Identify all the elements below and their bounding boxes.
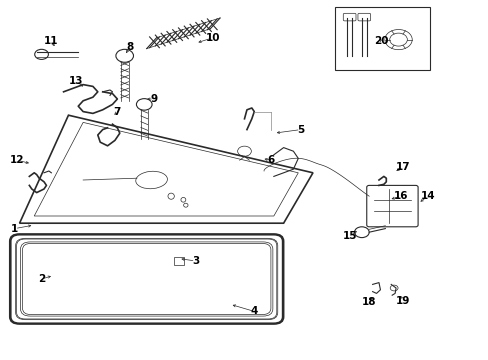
Text: 3: 3: [192, 256, 199, 266]
Text: 6: 6: [267, 155, 274, 165]
Text: 16: 16: [393, 191, 407, 201]
Text: 4: 4: [250, 306, 258, 316]
Text: 8: 8: [126, 42, 133, 52]
Text: 2: 2: [38, 274, 45, 284]
Text: 10: 10: [205, 33, 220, 43]
Text: 9: 9: [150, 94, 157, 104]
Text: 14: 14: [420, 191, 434, 201]
Text: 1: 1: [11, 224, 18, 234]
Text: 12: 12: [10, 155, 24, 165]
Text: 18: 18: [361, 297, 376, 307]
Text: 15: 15: [342, 231, 356, 241]
Text: 7: 7: [113, 107, 121, 117]
Text: 20: 20: [373, 36, 388, 46]
Text: 17: 17: [395, 162, 410, 172]
Text: 13: 13: [68, 76, 83, 86]
Text: 11: 11: [44, 36, 59, 46]
Text: 5: 5: [297, 125, 304, 135]
Text: 19: 19: [395, 296, 410, 306]
